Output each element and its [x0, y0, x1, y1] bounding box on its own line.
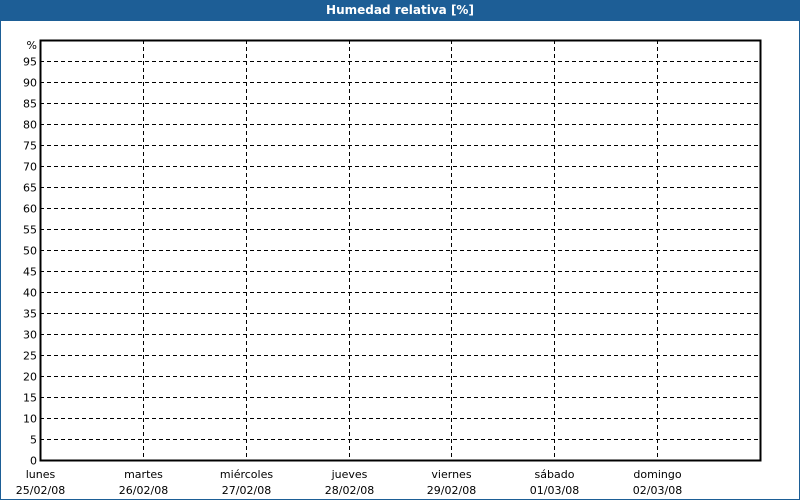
y-tick-label: 80: [23, 119, 37, 132]
x-tick-date: 01/03/08: [530, 484, 579, 497]
x-tick-date: 26/02/08: [119, 484, 168, 497]
x-tick-day: sábado: [535, 468, 575, 481]
y-tick-label: 95: [23, 56, 37, 69]
y-tick-label: 15: [23, 392, 37, 405]
x-tick-day: domingo: [633, 468, 681, 481]
y-tick-label: 50: [23, 245, 37, 258]
x-tick-day: jueves: [331, 468, 368, 481]
x-tick-day: martes: [124, 468, 163, 481]
chart-title: Humedad relativa [%]: [0, 0, 800, 21]
y-tick-label: 0: [30, 455, 37, 468]
y-tick-label: 40: [23, 287, 37, 300]
x-tick-date: 27/02/08: [222, 484, 271, 497]
y-tick-label: 65: [23, 182, 37, 195]
y-tick-label: 90: [23, 77, 37, 90]
y-tick-label: 25: [23, 350, 37, 363]
y-tick-label: 20: [23, 371, 37, 384]
y-tick-label: 60: [23, 203, 37, 216]
y-tick-label: 85: [23, 98, 37, 111]
y-tick-label: 5: [30, 434, 37, 447]
y-tick-label: 70: [23, 161, 37, 174]
plot-border: [39, 39, 762, 462]
x-tick-day: lunes: [26, 468, 56, 481]
x-tick-date: 29/02/08: [427, 484, 476, 497]
y-axis-label: %: [27, 39, 37, 52]
x-tick-date: 02/03/08: [633, 484, 682, 497]
y-tick-label: 30: [23, 329, 37, 342]
y-tick-label: 10: [23, 413, 37, 426]
y-tick-label: 35: [23, 308, 37, 321]
x-tick-day: viernes: [431, 468, 471, 481]
y-tick-label: 55: [23, 224, 37, 237]
y-tick-label: 75: [23, 140, 37, 153]
y-tick-label: 45: [23, 266, 37, 279]
x-tick-date: 25/02/08: [16, 484, 65, 497]
x-tick-date: 28/02/08: [325, 484, 374, 497]
x-tick-day: miércoles: [220, 468, 273, 481]
